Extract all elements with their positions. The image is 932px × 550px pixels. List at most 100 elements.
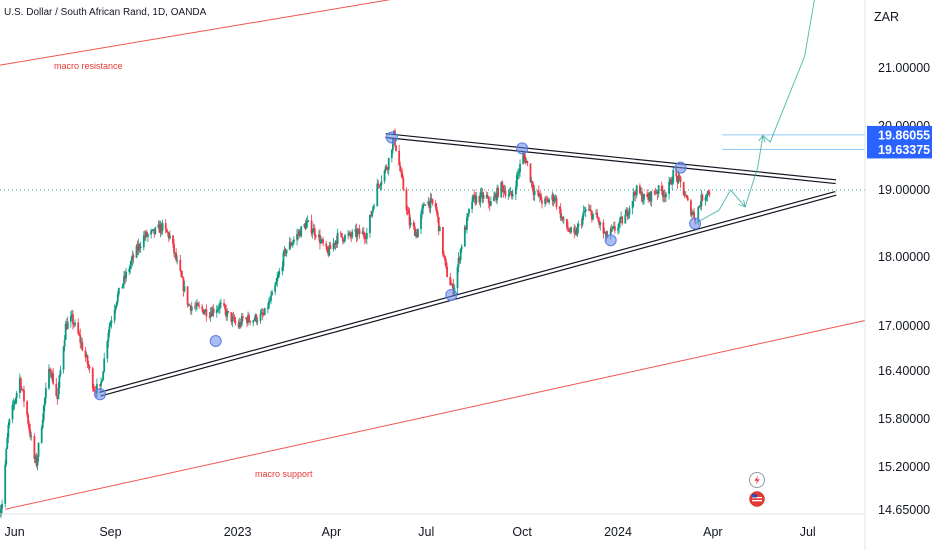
candle-body: [319, 234, 321, 244]
candle-body: [175, 252, 178, 260]
candle-body: [423, 204, 426, 206]
candle-body: [259, 314, 262, 321]
candle-body: [363, 235, 366, 239]
candle-body: [668, 182, 670, 194]
candle-body: [362, 231, 365, 236]
candle-473: [690, 198, 692, 217]
candle-125: [181, 270, 184, 279]
candle-157: [227, 310, 230, 314]
candle-body: [225, 309, 228, 317]
candle-132: [190, 301, 193, 316]
candle-384: [559, 203, 562, 221]
candle-body: [271, 291, 273, 296]
candle-body: [193, 306, 196, 308]
candle-body: [575, 230, 578, 235]
candle-body: [15, 392, 18, 399]
candle-252: [365, 227, 368, 245]
candle-342: [497, 185, 500, 199]
candle-251: [364, 232, 367, 243]
y-tick-label: 15.20000: [878, 460, 930, 474]
candle-body: [547, 199, 550, 203]
candle-body: [41, 419, 44, 428]
annotations-layer: [0, 0, 866, 510]
candle-179: [260, 308, 263, 315]
candle-425: [619, 216, 621, 229]
candle-207: [300, 225, 303, 238]
candle-246: [357, 228, 360, 235]
y-tick-label: 15.80000: [878, 412, 930, 426]
candle-113: [164, 218, 167, 234]
candle-192: [278, 267, 281, 278]
candle-body: [0, 509, 2, 516]
candle-439: [640, 187, 642, 196]
candle-body: [13, 402, 16, 405]
candle-30: [42, 404, 45, 423]
candle-389: [567, 221, 569, 233]
candle-body: [683, 195, 686, 197]
candle-body: [336, 232, 339, 244]
candle-40: [57, 382, 60, 400]
candle-body: [641, 191, 643, 202]
candle-238: [347, 230, 349, 240]
candle-14: [19, 376, 22, 393]
candle-body: [682, 182, 685, 196]
candle-body: [304, 224, 307, 229]
candle-body: [241, 316, 244, 319]
candle-35: [50, 368, 52, 379]
candle-319: [464, 225, 467, 231]
candle-471: [685, 194, 688, 199]
candle-body: [307, 220, 310, 222]
candle-body: [103, 358, 106, 372]
candle-body: [85, 355, 88, 357]
candle-366: [532, 183, 535, 201]
candle-133: [193, 302, 196, 310]
candle-body: [443, 254, 445, 256]
candle-53: [77, 318, 80, 336]
candle-377: [548, 197, 551, 205]
candle-158: [230, 312, 233, 326]
candle-256: [372, 204, 374, 214]
candle-body: [5, 448, 8, 465]
candle-137: [198, 301, 200, 309]
candle-body: [598, 220, 601, 225]
candle-163: [237, 319, 240, 329]
candle-313: [456, 264, 459, 294]
candle-264: [384, 164, 387, 174]
candle-body: [698, 206, 701, 208]
candle-227: [329, 241, 332, 249]
candle-224: [326, 245, 329, 253]
price-tag-label: 19.63375: [878, 143, 930, 157]
price-tag-label: 19.86055: [878, 128, 930, 142]
candle-body: [138, 244, 141, 249]
candle-171: [248, 312, 250, 322]
candle-195: [283, 245, 286, 257]
candle-body: [37, 442, 40, 457]
candle-159: [231, 312, 234, 327]
candle-298: [434, 200, 437, 211]
candle-16: [22, 388, 24, 393]
candle-169: [246, 316, 248, 327]
candle-43: [62, 345, 65, 374]
candle-59: [85, 352, 88, 359]
candle-body: [30, 436, 33, 437]
time-axis[interactable]: Jun Sep 2023 Apr Jul Oct 2024 Apr Jul: [0, 513, 865, 539]
candle-body: [204, 309, 207, 312]
candle-body: [613, 226, 616, 231]
candle-body: [468, 208, 470, 214]
candle-body: [438, 227, 441, 232]
price-axis[interactable]: ZAR 21.0000020.0000019.0000018.0000017.0…: [864, 0, 932, 550]
candle-373: [544, 196, 546, 208]
candle-body: [373, 206, 376, 207]
candle-308: [449, 272, 452, 286]
us-flag-icon[interactable]: [749, 491, 765, 507]
candle-321: [467, 213, 469, 222]
candle-body: [422, 204, 425, 209]
news-flag-icon[interactable]: [749, 472, 765, 488]
candle-body: [612, 226, 615, 228]
candle-70: [101, 379, 104, 383]
candle-body: [487, 196, 490, 204]
candle-body: [303, 224, 306, 227]
candle-body: [114, 306, 117, 310]
candle-body: [237, 322, 240, 328]
candle-387: [562, 216, 565, 225]
